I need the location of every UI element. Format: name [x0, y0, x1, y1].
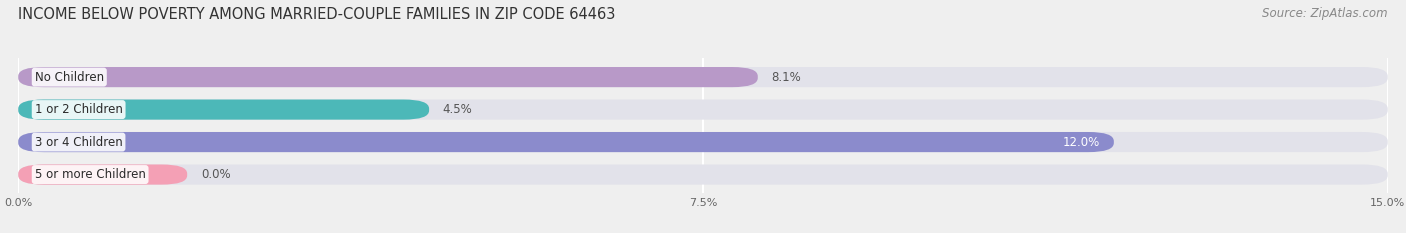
FancyBboxPatch shape — [18, 164, 187, 185]
FancyBboxPatch shape — [18, 99, 429, 120]
Text: Source: ZipAtlas.com: Source: ZipAtlas.com — [1263, 7, 1388, 20]
Text: 5 or more Children: 5 or more Children — [35, 168, 146, 181]
Text: 4.5%: 4.5% — [443, 103, 472, 116]
Text: No Children: No Children — [35, 71, 104, 84]
Text: 3 or 4 Children: 3 or 4 Children — [35, 136, 122, 149]
FancyBboxPatch shape — [18, 132, 1388, 152]
Text: INCOME BELOW POVERTY AMONG MARRIED-COUPLE FAMILIES IN ZIP CODE 64463: INCOME BELOW POVERTY AMONG MARRIED-COUPL… — [18, 7, 616, 22]
Text: 0.0%: 0.0% — [201, 168, 231, 181]
FancyBboxPatch shape — [18, 99, 1388, 120]
FancyBboxPatch shape — [18, 132, 1114, 152]
FancyBboxPatch shape — [18, 67, 758, 87]
Text: 1 or 2 Children: 1 or 2 Children — [35, 103, 122, 116]
FancyBboxPatch shape — [18, 67, 1388, 87]
FancyBboxPatch shape — [18, 164, 1388, 185]
Text: 8.1%: 8.1% — [772, 71, 801, 84]
Text: 12.0%: 12.0% — [1063, 136, 1099, 149]
